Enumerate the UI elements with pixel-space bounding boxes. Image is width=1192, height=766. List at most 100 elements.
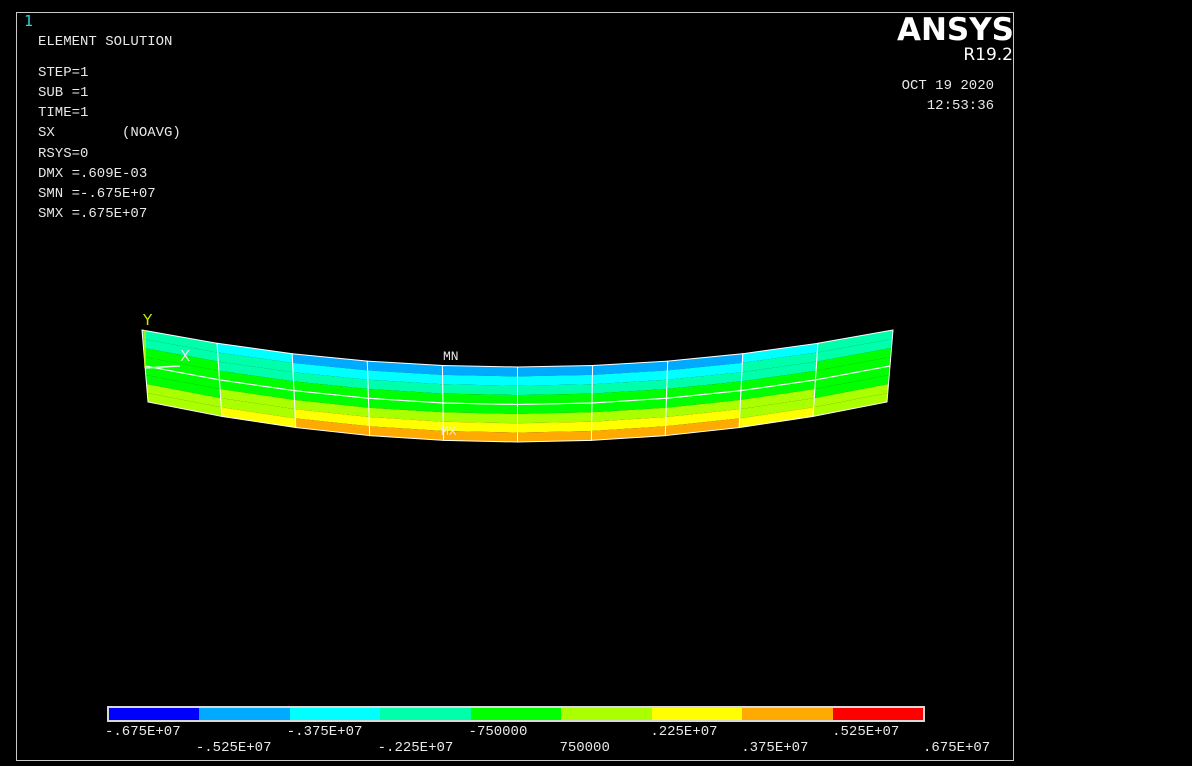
- contour-band-c8-b0: [742, 343, 818, 363]
- contour-band-c7-b0: [667, 353, 743, 371]
- legend-swatch-0: [109, 708, 200, 720]
- contour-band-c5-b0: [517, 365, 593, 377]
- contour-band-c0-b5: [145, 375, 221, 399]
- contour-band-c6-b3: [592, 389, 667, 403]
- graphics-window-frame: [16, 12, 1014, 761]
- legend-label-bottom-0: -.525E+07: [195, 740, 272, 756]
- contour-band-c5-b6: [517, 421, 592, 433]
- contour-band-c3-b3: [368, 389, 443, 403]
- contour-band-c6-b4: [591, 398, 667, 413]
- contour-band-c4-b1: [442, 374, 518, 386]
- contour-band-c0-b1: [142, 339, 219, 362]
- contour-band-c6-b7: [591, 426, 666, 441]
- contour-band-c7-b4: [666, 390, 741, 408]
- info-sub: SUB =1: [38, 85, 89, 101]
- contour-band-c9-b3: [815, 357, 891, 380]
- title-element-solution: ELEMENT SOLUTION: [38, 34, 173, 50]
- contour-band-c8-b6: [739, 398, 815, 419]
- contour-band-c7-b7: [665, 418, 740, 436]
- legend-swatch-6: [651, 708, 743, 720]
- legend-swatch-7: [742, 708, 833, 720]
- legend-label-bottom-1: -.225E+07: [377, 740, 454, 756]
- contour-band-c5-b1: [517, 374, 593, 386]
- contour-band-c6-b5: [591, 407, 667, 422]
- legend-label-bottom-2: 750000: [559, 740, 610, 756]
- info-smx: SMX =.675E+07: [38, 206, 148, 222]
- contour-band-c5-b7: [517, 431, 592, 442]
- contour-band-c0-b7: [147, 393, 222, 417]
- contour-band-c1-b2: [218, 361, 294, 382]
- info-dmx: DMX =.609E-03: [38, 166, 148, 182]
- info-step: STEP=1: [38, 65, 89, 81]
- contour-band-c2-b4: [294, 390, 369, 408]
- contour-band-c8-b3: [741, 370, 817, 391]
- legend-swatch-5: [561, 708, 652, 720]
- contour-band-c0-b6: [146, 384, 222, 408]
- contour-band-c4-b7: [443, 431, 518, 442]
- legend-swatch-3: [380, 708, 471, 720]
- contour-band-c3-b1: [367, 370, 443, 385]
- triad-x-label: X: [180, 347, 190, 365]
- legend-swatch-1: [199, 708, 290, 720]
- contour-band-c8-b4: [740, 379, 816, 400]
- contour-band-c7-b1: [667, 362, 743, 380]
- contour-band-c1-b0: [217, 343, 293, 363]
- contour-band-c8-b1: [741, 352, 818, 373]
- contour-band-c0-b4: [145, 366, 221, 389]
- contour-band-c5-b5: [517, 412, 592, 424]
- contour-band-c6-b2: [592, 379, 668, 394]
- info-smn: SMN =-.675E+07: [38, 186, 156, 202]
- max-marker-label: MX: [441, 424, 457, 439]
- contour-band-c7-b3: [666, 381, 742, 399]
- contour-band-c8-b5: [740, 389, 815, 410]
- contour-band-c4-b4: [443, 403, 518, 414]
- info-result-item: SX (NOAVG): [38, 125, 181, 141]
- legend-label-top-0: -.675E+07: [105, 724, 181, 740]
- deformed-beam-mesh: [141, 329, 894, 443]
- contour-band-c0-b3: [144, 357, 220, 380]
- contour-band-c0-b0: [142, 330, 218, 353]
- time-label: 12:53:36: [926, 98, 994, 114]
- legend-label-top-3: .225E+07: [650, 724, 718, 740]
- contour-band-c7-b6: [665, 409, 741, 427]
- mesh-element-c9-r1: [812, 365, 891, 418]
- contour-band-c9-b5: [814, 375, 890, 399]
- contour-band-c8-b7: [739, 407, 814, 428]
- contour-band-c3-b7: [369, 426, 444, 441]
- contour-band-c1-b7: [221, 407, 296, 428]
- legend-label-bottom-3: .375E+07: [741, 740, 809, 756]
- contour-band-c0-b2: [143, 348, 219, 371]
- contour-band-c4-b3: [442, 393, 518, 405]
- contour-band-c9-b0: [817, 330, 893, 353]
- legend-label-top-2: -750000: [468, 724, 528, 740]
- contour-band-c2-b0: [292, 353, 368, 371]
- coordinate-triad: Y X: [142, 311, 190, 369]
- contour-band-c7-b5: [665, 399, 741, 417]
- contour-band-c3-b6: [369, 417, 444, 431]
- contour-band-c9-b6: [813, 384, 889, 408]
- window-number: 1: [24, 12, 34, 30]
- legend-label-top-1: -.375E+07: [286, 724, 363, 740]
- contour-band-c1-b6: [220, 398, 296, 419]
- contour-band-c1-b4: [219, 379, 295, 400]
- contour-band-c5-b2: [517, 384, 593, 396]
- contour-band-c1-b5: [220, 389, 295, 410]
- contour-band-c1-b3: [218, 370, 294, 391]
- contour-band-c9-b2: [816, 348, 892, 371]
- legend-label-bottom-4: .675E+07: [923, 740, 991, 756]
- contour-legend-bar: [107, 706, 925, 722]
- contour-band-c2-b7: [295, 418, 370, 436]
- contour-band-c2-b3: [293, 381, 369, 399]
- contour-band-c5-b4: [517, 403, 592, 414]
- contour-band-c1-b1: [217, 352, 294, 373]
- contour-band-c6-b1: [592, 370, 668, 385]
- contour-band-c2-b5: [294, 399, 370, 417]
- contour-band-c4-b6: [443, 421, 518, 433]
- legend-swatch-4: [470, 708, 562, 720]
- min-marker-label: MN: [443, 349, 459, 364]
- contour-band-c4-b0: [442, 365, 518, 377]
- ansys-logo: ANSYS: [896, 12, 1014, 48]
- legend-label-top-4: .525E+07: [832, 724, 900, 740]
- contour-band-c9-b1: [816, 339, 893, 362]
